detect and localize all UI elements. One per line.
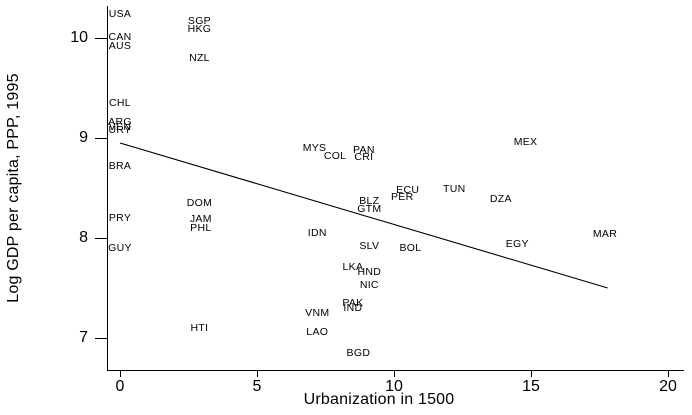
country-point-cri: CRI [354, 150, 374, 163]
country-point-mys: MYS [302, 141, 327, 154]
country-point-vnm: VNM [305, 306, 330, 319]
country-point-egy: EGY [505, 237, 529, 250]
y-axis-line [107, 6, 108, 370]
x-axis-line [107, 370, 684, 371]
y-tick-mark [95, 237, 107, 239]
x-tick-label: 5 [252, 378, 262, 395]
country-point-hti: HTI [190, 321, 209, 334]
country-point-ind: IND [343, 301, 363, 314]
country-point-arg: ARG [108, 115, 132, 128]
country-point-ecu: ECU [396, 183, 420, 196]
x-tick-label: 0 [115, 378, 125, 395]
country-point-mar: MAR [592, 227, 618, 240]
country-point-dza: DZA [489, 192, 512, 205]
country-point-lao: LAO [306, 325, 329, 338]
country-point-usa: USA [108, 7, 132, 20]
y-tick-label: 8 [79, 229, 88, 246]
country-point-bgd: BGD [346, 346, 371, 359]
country-point-bra: BRA [108, 159, 132, 172]
x-tick-mark [256, 370, 258, 377]
country-point-guy: GUY [108, 241, 132, 254]
y-axis-title: Log GDP per capita, PPP, 1995 [5, 73, 22, 303]
x-tick-label: 10 [385, 378, 403, 395]
country-point-blz: BLZ [359, 194, 380, 207]
y-tick-label: 9 [79, 129, 88, 146]
country-point-nzl: NZL [189, 51, 210, 64]
country-point-phl: PHL [190, 221, 212, 234]
country-point-sgp: SGP [187, 14, 211, 27]
y-tick-mark [95, 137, 107, 139]
country-point-lka: LKA [342, 260, 364, 273]
x-tick-mark [119, 370, 121, 377]
y-tick-mark [95, 37, 107, 39]
country-point-ven: VEN [108, 120, 132, 133]
country-point-jam: JAM [189, 212, 212, 225]
x-axis-title: Urbanization in 1500 [303, 391, 455, 408]
country-point-per: PER [390, 190, 414, 203]
country-point-idn: IDN [307, 226, 327, 239]
x-tick-label: 15 [522, 378, 540, 395]
x-tick-label: 20 [659, 378, 677, 395]
country-point-pry: PRY [108, 211, 132, 224]
country-point-gtm: GTM [357, 202, 382, 215]
country-point-hnd: HND [357, 265, 382, 278]
country-point-col: COL [323, 149, 347, 162]
y-tick-mark [95, 337, 107, 339]
country-point-bol: BOL [399, 241, 422, 254]
country-point-pak: PAK [342, 296, 364, 309]
x-tick-mark [667, 370, 669, 377]
country-point-dom: DOM [186, 196, 213, 209]
y-tick-label: 10 [70, 29, 88, 46]
country-point-pan: PAN [353, 143, 375, 156]
country-point-slv: SLV [359, 239, 380, 252]
x-tick-mark [530, 370, 532, 377]
country-point-ury: URY [108, 123, 132, 136]
x-tick-mark [393, 370, 395, 377]
country-point-mex: MEX [513, 135, 538, 148]
country-point-hkg: HKG [187, 22, 212, 35]
y-tick-label: 7 [79, 329, 88, 346]
country-point-can: CAN [108, 30, 132, 43]
country-point-tun: TUN [443, 182, 466, 195]
country-point-chl: CHL [109, 96, 131, 109]
country-point-aus: AUS [108, 39, 132, 52]
country-point-nic: NIC [359, 278, 379, 291]
